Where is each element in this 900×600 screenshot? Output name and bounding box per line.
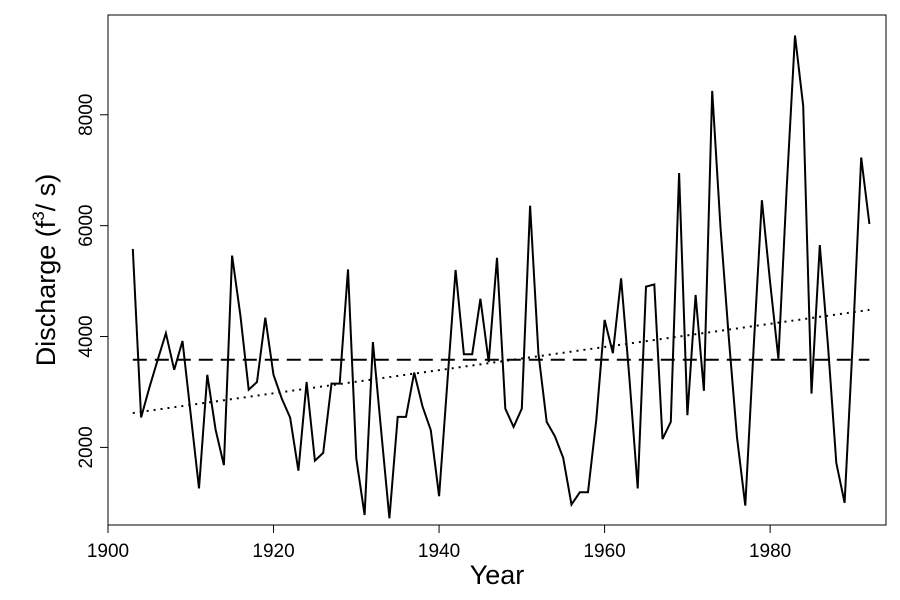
plot-frame [107, 14, 887, 526]
x-tick-label-4: 1980 [749, 541, 791, 562]
x-tick-label-3: 1960 [583, 541, 625, 562]
x-axis-title: Year [470, 560, 525, 590]
y-axis-title-suffix: / s) [31, 174, 61, 212]
x-tick-label-2: 1940 [418, 541, 460, 562]
series-line-dotted [132, 308, 870, 414]
y-tick-label-3: 8000 [76, 94, 97, 136]
y-axis: 2000 4000 6000 8000 [76, 94, 108, 469]
y-axis-title: Discharge (f3/ s) [29, 174, 61, 367]
x-axis: 1900 1920 1940 1960 1980 [87, 525, 791, 562]
y-tick-label-2: 6000 [76, 205, 97, 247]
y-axis-title-superscript: 3 [29, 211, 48, 220]
series-layer [131, 35, 871, 519]
y-axis-title-prefix: Discharge (f [31, 220, 61, 366]
y-tick-label-0: 2000 [76, 426, 97, 468]
x-tick-label-1: 1920 [252, 541, 294, 562]
series-line-solid [131, 35, 871, 519]
y-tick-label-1: 4000 [76, 315, 97, 357]
x-tick-label-0: 1900 [87, 541, 129, 562]
